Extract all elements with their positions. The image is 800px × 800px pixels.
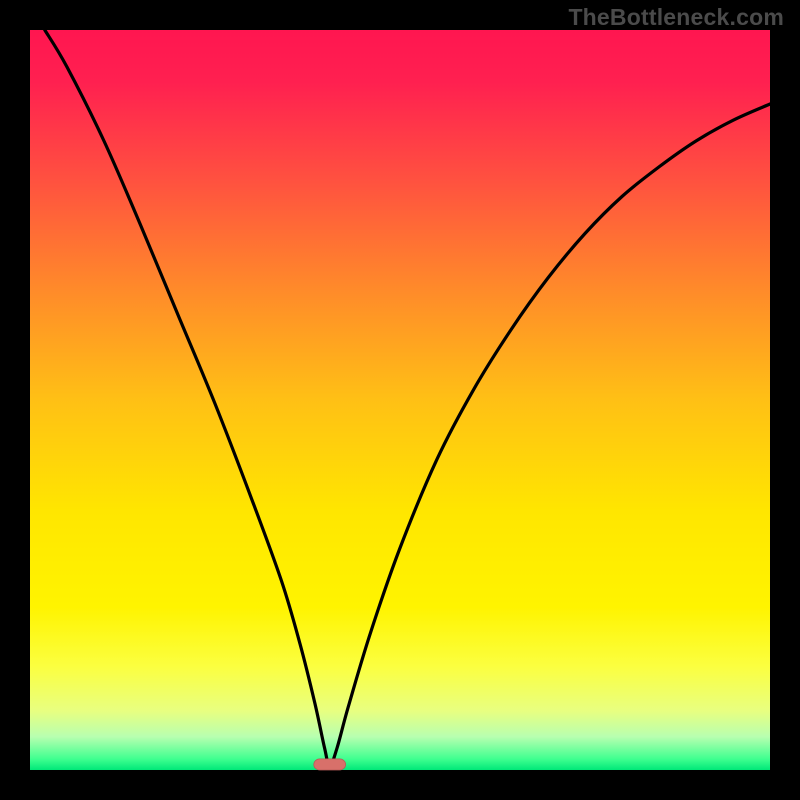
- bottleneck-chart: [0, 0, 800, 800]
- optimum-marker: [314, 759, 346, 770]
- chart-background-gradient: [30, 30, 770, 770]
- watermark-text: TheBottleneck.com: [568, 4, 784, 31]
